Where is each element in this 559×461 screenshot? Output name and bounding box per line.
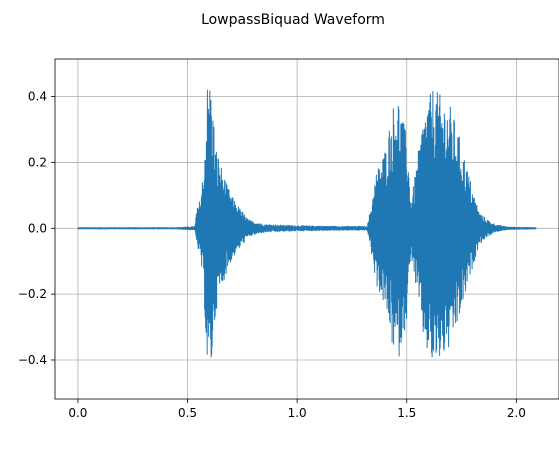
- y-tick-label: −0.4: [18, 353, 47, 367]
- axes-frame: [54, 58, 559, 400]
- y-tick-label: 0.0: [28, 221, 47, 235]
- tick-layer: 0.0 0.5 1.0 1.5 2.0 −0.4 −0.2 0.0 0.2 0.4: [18, 90, 526, 420]
- y-tick-label: −0.2: [18, 287, 47, 301]
- x-tick-label: 0.0: [68, 406, 87, 420]
- data-layer: [77, 89, 537, 358]
- x-tick-label: 2.0: [507, 406, 526, 420]
- waveform-line: [77, 89, 537, 358]
- chart-title: LowpassBiquad Waveform: [201, 12, 385, 28]
- y-tick-label: 0.2: [28, 155, 47, 169]
- y-tick-label: 0.4: [28, 90, 47, 104]
- x-tick-label: 0.5: [178, 406, 197, 420]
- x-tick-label: 1.0: [288, 406, 307, 420]
- x-tick-label: 1.5: [397, 406, 416, 420]
